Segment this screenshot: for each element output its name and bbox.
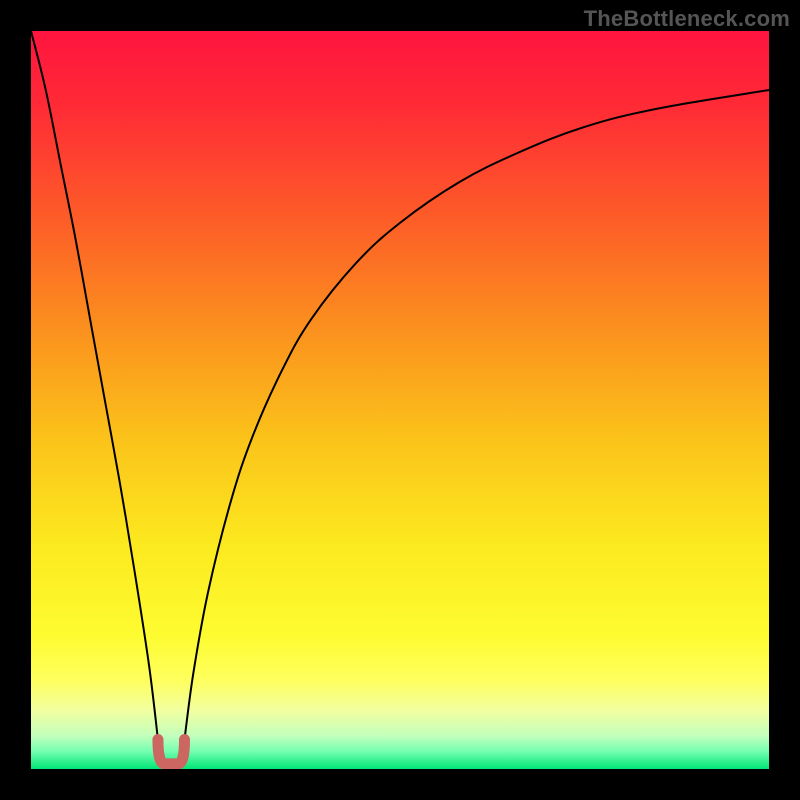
bottleneck-chart bbox=[0, 0, 800, 800]
gradient-background bbox=[31, 31, 769, 769]
watermark-text: TheBottleneck.com bbox=[584, 6, 790, 32]
chart-container: TheBottleneck.com bbox=[0, 0, 800, 800]
